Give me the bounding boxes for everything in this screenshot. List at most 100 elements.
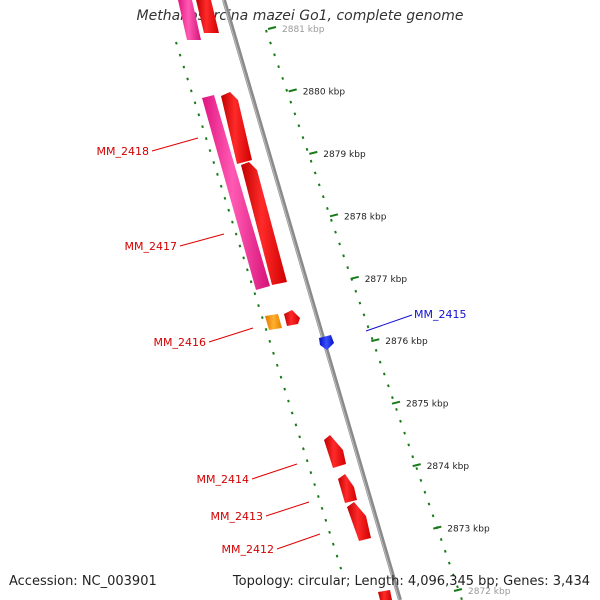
gene-label-MM_2418[interactable]: MM_2418	[97, 145, 149, 158]
inner-ruler-dash	[302, 447, 305, 451]
inner-ruler-dash	[339, 566, 343, 570]
inner-ruler-dash	[227, 208, 231, 212]
gene-feature-MM_2417[interactable]	[241, 162, 287, 285]
gene-feature-MM_2414[interactable]	[324, 435, 346, 468]
outer-ruler	[265, 26, 463, 600]
inner-ruler-dash	[219, 184, 223, 188]
genome-backbone-highlight	[222, 0, 400, 600]
outer-ruler-dash	[423, 490, 427, 494]
outer-ruler-dash	[460, 597, 463, 600]
ruler-major-tick	[433, 525, 442, 530]
outer-ruler-dash	[281, 76, 285, 80]
inner-ruler-dash	[260, 316, 264, 320]
ruler-tick-label: 2879 kbp	[323, 150, 366, 160]
inner-ruler-dash	[317, 495, 320, 498]
leader-line-MM_2418	[151, 137, 199, 152]
gene-features	[178, 0, 392, 600]
outer-ruler-dash	[277, 65, 280, 69]
outer-ruler-dash	[309, 159, 313, 163]
gene-feature-MM_2416-red[interactable]	[284, 310, 300, 326]
inner-ruler-dash	[223, 196, 227, 200]
gene-feature-top-pink[interactable]	[178, 0, 201, 40]
outer-ruler-dash	[366, 325, 370, 329]
gene-feature-MM_2417-pink[interactable]	[202, 95, 270, 290]
inner-ruler-dash	[328, 530, 331, 534]
ruler-tick-label: 2873 kbp	[447, 525, 490, 535]
outer-ruler-dash	[326, 206, 329, 211]
outer-ruler-dash	[370, 336, 374, 341]
gene-feature-MM_2416[interactable]	[265, 314, 282, 330]
inner-ruler-dash	[264, 328, 268, 331]
outer-ruler-dash	[321, 195, 325, 199]
ruler-tick-label: 2875 kbp	[406, 400, 449, 410]
outer-ruler-dash	[346, 266, 350, 270]
ruler-major-tick	[412, 463, 421, 468]
inner-ruler-dash	[186, 77, 189, 81]
ruler-tick-label: 2881 kbp	[282, 25, 325, 35]
outer-ruler-dash	[439, 537, 443, 542]
inner-ruler-dash	[275, 363, 279, 367]
ruler-tick-label: 2874 kbp	[427, 462, 470, 472]
inner-ruler-dash	[268, 339, 272, 343]
ruler-major-tick	[288, 88, 297, 93]
inner-ruler-dash	[324, 518, 328, 522]
outer-ruler-dash	[399, 419, 402, 423]
inner-ruler	[175, 41, 343, 570]
ruler-major-tick	[329, 213, 339, 218]
ruler-major-tick	[453, 588, 463, 592]
genome-backbone	[222, 0, 402, 600]
gene-label-MM_2416[interactable]: MM_2416	[154, 336, 206, 349]
inner-ruler-dash	[298, 435, 301, 439]
inner-ruler-dash	[279, 375, 283, 379]
outer-ruler-dash	[378, 360, 382, 364]
accession-text: Accession: NC_003901	[9, 574, 157, 589]
gene-label-MM_2413[interactable]: MM_2413	[211, 510, 263, 523]
inner-ruler-dash	[257, 304, 260, 308]
outer-ruler-dash	[386, 384, 390, 388]
inner-ruler-dash	[331, 542, 335, 546]
inner-ruler-dash	[294, 423, 298, 427]
outer-ruler-dash	[301, 136, 305, 140]
outer-ruler-dash	[293, 112, 297, 116]
outer-ruler-dash	[285, 88, 289, 92]
leader-line-MM_2415	[365, 314, 413, 332]
inner-ruler-dash	[189, 89, 193, 93]
outer-ruler-dash	[269, 41, 272, 45]
outer-ruler-dash	[273, 53, 276, 57]
ruler-tick-label: 2872 kbp	[468, 587, 511, 597]
gene-feature-MM_2413[interactable]	[338, 474, 357, 503]
outer-ruler-dash	[362, 313, 366, 317]
inner-ruler-dash	[204, 137, 208, 141]
gene-feature-MM_2412[interactable]	[347, 502, 371, 541]
outer-ruler-dash	[358, 301, 362, 305]
outer-ruler-dash	[407, 443, 411, 447]
inner-ruler-dash	[287, 399, 290, 403]
outer-ruler-dash	[456, 585, 459, 589]
inner-ruler-dash	[182, 65, 186, 69]
gene-feature-top-red[interactable]	[196, 0, 219, 33]
outer-ruler-dash	[330, 218, 333, 222]
ruler-major-tick	[267, 26, 277, 30]
inner-ruler-dash	[242, 256, 245, 260]
ruler-tick-label: 2880 kbp	[303, 87, 346, 97]
inner-ruler-dash	[175, 41, 178, 45]
inner-ruler-dash	[178, 53, 182, 57]
gene-feature-bottom-red[interactable]	[378, 590, 392, 600]
outer-ruler-dash	[297, 124, 301, 128]
outer-ruler-dash	[415, 467, 419, 471]
gene-label-MM_2415[interactable]: MM_2415	[414, 308, 466, 321]
inner-ruler-dash	[283, 387, 287, 391]
outer-ruler-dash	[391, 396, 394, 400]
gene-label-MM_2417[interactable]: MM_2417	[125, 240, 177, 253]
outer-ruler-dash	[427, 502, 431, 506]
ruler-tick-label: 2876 kbp	[385, 337, 428, 347]
outer-ruler-dash	[354, 289, 358, 293]
inner-ruler-dash	[201, 125, 204, 129]
gene-feature-MM_2415[interactable]	[319, 335, 334, 350]
inner-ruler-dash	[197, 113, 201, 117]
gene-feature-MM_2418[interactable]	[221, 92, 252, 164]
outer-ruler-dash	[395, 407, 398, 411]
inner-ruler-dash	[212, 161, 216, 164]
gene-label-MM_2412[interactable]: MM_2412	[222, 543, 274, 556]
gene-label-MM_2414[interactable]: MM_2414	[197, 473, 249, 486]
